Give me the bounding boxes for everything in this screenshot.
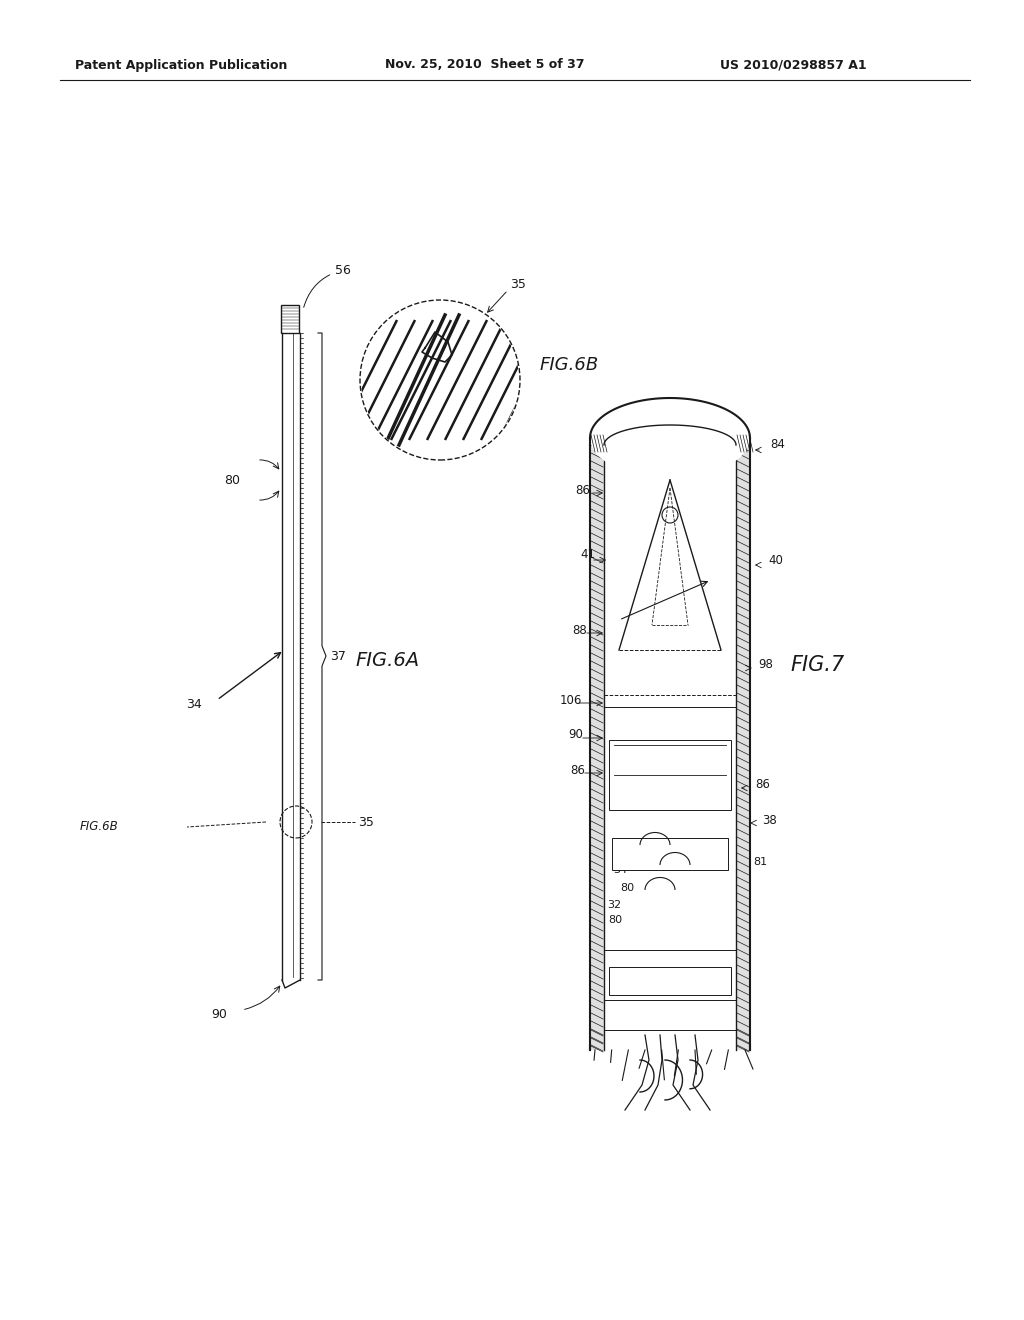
Text: 32: 32: [607, 900, 622, 909]
Text: 38: 38: [762, 813, 777, 826]
Text: 56: 56: [304, 264, 351, 308]
Text: FIG.6B: FIG.6B: [80, 821, 119, 833]
Text: 84: 84: [770, 438, 784, 451]
Text: 81: 81: [753, 857, 767, 867]
Text: 90: 90: [211, 1008, 227, 1022]
Text: FIG.7: FIG.7: [790, 655, 844, 675]
Text: 41: 41: [580, 549, 595, 561]
Bar: [736, 445, 750, 1049]
Text: Nov. 25, 2010  Sheet 5 of 37: Nov. 25, 2010 Sheet 5 of 37: [385, 58, 585, 71]
Bar: [609, 741, 731, 810]
Text: Patent Application Publication: Patent Application Publication: [75, 58, 288, 71]
Bar: [590, 445, 604, 1049]
Text: 34: 34: [613, 865, 627, 875]
Text: 37: 37: [330, 649, 346, 663]
Bar: [609, 968, 731, 995]
Text: 80: 80: [620, 883, 634, 894]
Text: FIG.6B: FIG.6B: [540, 356, 599, 374]
Text: 98: 98: [758, 659, 773, 672]
Text: 80: 80: [608, 915, 623, 925]
Text: 88: 88: [572, 623, 587, 636]
Text: 86: 86: [575, 483, 590, 496]
Text: 86: 86: [570, 763, 585, 776]
Bar: [281, 305, 299, 333]
Text: US 2010/0298857 A1: US 2010/0298857 A1: [720, 58, 866, 71]
Bar: [612, 838, 728, 870]
Text: 40: 40: [768, 553, 783, 566]
Text: FIG.6A: FIG.6A: [355, 651, 419, 669]
Text: 34: 34: [186, 698, 202, 711]
Text: 106: 106: [560, 693, 583, 706]
Text: 86: 86: [755, 779, 770, 792]
Circle shape: [360, 300, 520, 459]
Text: 35: 35: [510, 279, 526, 292]
Text: 90: 90: [568, 729, 583, 742]
Ellipse shape: [590, 399, 750, 478]
Text: 80: 80: [224, 474, 240, 487]
Text: 35: 35: [358, 816, 374, 829]
